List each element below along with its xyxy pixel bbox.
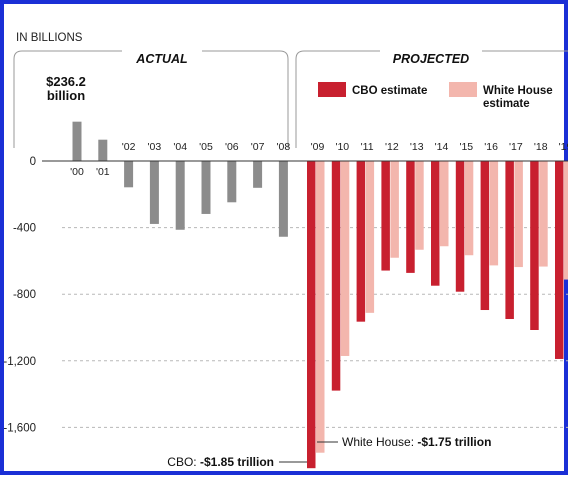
bar-cbo — [431, 161, 440, 286]
actual-section-label: ACTUAL — [135, 52, 187, 66]
text-line: estimate — [483, 98, 530, 110]
bar-cbo — [505, 161, 514, 320]
bar-actual — [98, 139, 108, 161]
white-house-annotation: White House: -$1.75 trillion — [342, 435, 491, 449]
bar-actual — [227, 161, 237, 203]
bar-white-house — [316, 161, 325, 453]
actual-bracket-right — [202, 50, 289, 148]
bar-cbo — [530, 161, 539, 330]
bar-cbo — [356, 161, 366, 322]
bar-white-house — [464, 161, 474, 256]
actual-bracket-left — [13, 50, 122, 148]
x-tick-label: '07 — [251, 141, 265, 153]
cbo-annotation-value: -$1.85 trillion — [200, 455, 274, 469]
bar-white-house — [415, 161, 424, 250]
bar-actual — [201, 161, 211, 214]
x-tick-label: '01 — [96, 166, 110, 178]
y-tick-label: -400 — [13, 223, 36, 235]
legend-swatch-white-house — [449, 82, 477, 97]
unit-label: IN BILLIONS — [16, 32, 83, 44]
y-tick-label: -1,200 — [4, 356, 36, 368]
bar-cbo — [331, 161, 341, 391]
bar-actual — [175, 161, 185, 230]
bar-actual — [253, 161, 263, 188]
white-house-annotation-value: -$1.75 trillion — [417, 435, 491, 449]
bar-white-house — [390, 161, 399, 258]
cbo-annotation-label: CBO: — [167, 455, 200, 469]
x-tick-label: '14 — [435, 141, 449, 153]
x-tick-label: '13 — [410, 141, 424, 153]
x-tick-label: '08 — [277, 141, 291, 153]
bar-white-house — [539, 161, 548, 267]
text-line: billion — [47, 88, 85, 103]
x-tick-label: '17 — [509, 141, 523, 153]
y-tick-label: 0 — [30, 156, 36, 168]
bar-cbo — [455, 161, 465, 292]
x-tick-label: '09 — [311, 141, 325, 153]
text-line: White House — [483, 85, 553, 97]
legend-swatch-cbo — [318, 82, 346, 97]
bar-white-house — [440, 161, 449, 247]
legend-label-cbo: CBO estimate — [352, 85, 427, 97]
peak-annotation: $236.2 billion — [46, 74, 86, 103]
bar-cbo — [406, 161, 415, 273]
bar-white-house — [564, 161, 568, 280]
x-tick-label: '02 — [122, 141, 136, 153]
x-tick-label: '00 — [70, 166, 84, 178]
bar-white-house — [514, 161, 523, 268]
x-tick-label: '03 — [148, 141, 162, 153]
bar-actual — [124, 161, 134, 188]
bar-actual — [278, 161, 288, 237]
x-tick-label: '16 — [484, 141, 498, 153]
white-house-annotation-label: White House: — [342, 435, 417, 449]
x-tick-label: '18 — [534, 141, 548, 153]
y-tick-label: -1,600 — [4, 422, 36, 434]
bar-cbo — [307, 161, 316, 469]
x-tick-label: '15 — [459, 141, 473, 153]
x-tick-label: '11 — [361, 141, 374, 153]
x-tick-label: '06 — [225, 141, 239, 153]
bar-white-house — [489, 161, 499, 266]
bar-cbo — [480, 161, 490, 311]
projected-section-label: PROJECTED — [393, 52, 469, 66]
bar-cbo — [381, 161, 390, 271]
y-tick-label: -800 — [13, 289, 36, 301]
bar-cbo — [555, 161, 564, 359]
bar-white-house — [365, 161, 375, 313]
legend-label-white-house: White House estimate — [483, 85, 553, 110]
text-line: $236.2 — [46, 74, 86, 89]
x-tick-label: '10 — [335, 141, 349, 153]
x-tick-label: '05 — [199, 141, 213, 153]
deficit-chart: 0 -400 -800 -1,200 -1,600 '00 '01 '02 '03 '04 '05… — [4, 32, 568, 469]
x-tick-label: '19 — [559, 141, 568, 153]
cbo-annotation: CBO: -$1.85 trillion — [167, 455, 274, 469]
x-tick-label: '12 — [385, 141, 399, 153]
bar-actual — [149, 161, 159, 224]
projected-bracket-left — [295, 50, 380, 148]
bar-white-house — [340, 161, 350, 356]
x-tick-label: '04 — [173, 141, 187, 153]
bar-actual — [72, 121, 82, 161]
